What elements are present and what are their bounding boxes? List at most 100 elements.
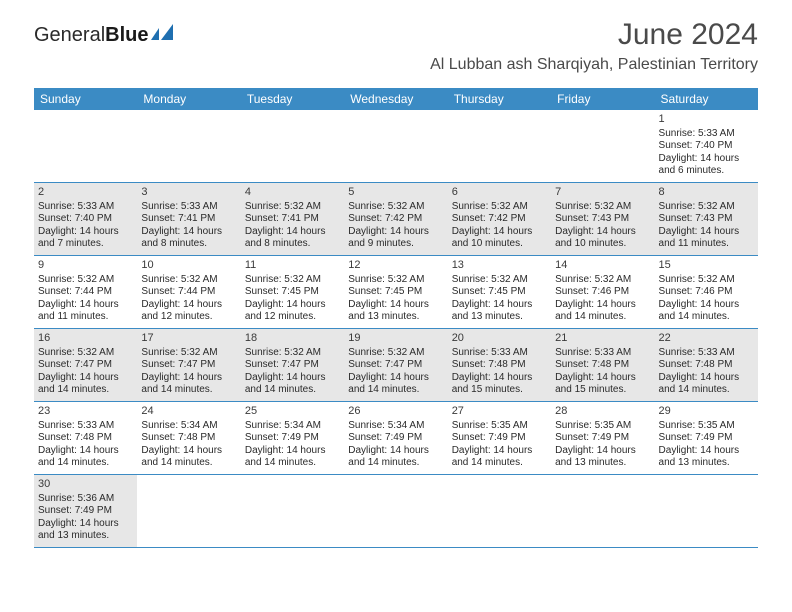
day-sunset: Sunset: 7:47 PM [38, 359, 133, 372]
brand-part2: Blue [105, 24, 148, 46]
day-cell-empty [448, 475, 551, 547]
day-number: 22 [659, 332, 754, 346]
day-number: 21 [555, 332, 650, 346]
day-cell-empty [137, 475, 240, 547]
day-daylight2: and 11 minutes. [38, 311, 133, 324]
day-cell-empty [551, 110, 654, 182]
day-cell: 13Sunrise: 5:32 AMSunset: 7:45 PMDayligh… [448, 256, 551, 328]
day-daylight1: Daylight: 14 hours [245, 445, 340, 458]
day-daylight1: Daylight: 14 hours [348, 226, 443, 239]
day-daylight1: Daylight: 14 hours [38, 518, 133, 531]
weekday-header: Tuesday [241, 88, 344, 110]
day-number: 8 [659, 186, 754, 200]
day-sunrise: Sunrise: 5:32 AM [348, 347, 443, 360]
day-cell-empty [344, 110, 447, 182]
day-daylight1: Daylight: 14 hours [659, 445, 754, 458]
day-daylight1: Daylight: 14 hours [38, 372, 133, 385]
day-sunset: Sunset: 7:44 PM [141, 286, 236, 299]
day-number: 24 [141, 405, 236, 419]
day-daylight2: and 13 minutes. [555, 457, 650, 470]
day-daylight1: Daylight: 14 hours [141, 299, 236, 312]
day-number: 26 [348, 405, 443, 419]
day-number: 18 [245, 332, 340, 346]
day-daylight1: Daylight: 14 hours [141, 372, 236, 385]
day-number: 2 [38, 186, 133, 200]
day-daylight1: Daylight: 14 hours [452, 299, 547, 312]
day-sunset: Sunset: 7:41 PM [141, 213, 236, 226]
day-sunset: Sunset: 7:47 PM [141, 359, 236, 372]
day-number: 28 [555, 405, 650, 419]
day-sunrise: Sunrise: 5:33 AM [38, 420, 133, 433]
day-cell: 2Sunrise: 5:33 AMSunset: 7:40 PMDaylight… [34, 183, 137, 255]
day-daylight1: Daylight: 14 hours [348, 445, 443, 458]
day-sunrise: Sunrise: 5:33 AM [555, 347, 650, 360]
weekday-header: Wednesday [344, 88, 447, 110]
day-sunrise: Sunrise: 5:35 AM [452, 420, 547, 433]
day-sunset: Sunset: 7:48 PM [452, 359, 547, 372]
day-cell: 26Sunrise: 5:34 AMSunset: 7:49 PMDayligh… [344, 402, 447, 474]
day-sunrise: Sunrise: 5:32 AM [659, 274, 754, 287]
weekday-header: Saturday [655, 88, 758, 110]
day-sunrise: Sunrise: 5:34 AM [141, 420, 236, 433]
day-daylight2: and 12 minutes. [245, 311, 340, 324]
brand-text: GeneralBlue [34, 24, 149, 47]
day-sunset: Sunset: 7:48 PM [38, 432, 133, 445]
day-cell: 24Sunrise: 5:34 AMSunset: 7:48 PMDayligh… [137, 402, 240, 474]
day-daylight2: and 10 minutes. [555, 238, 650, 251]
weeks-container: 1Sunrise: 5:33 AMSunset: 7:40 PMDaylight… [34, 110, 758, 548]
month-title: June 2024 [430, 18, 758, 52]
day-cell: 7Sunrise: 5:32 AMSunset: 7:43 PMDaylight… [551, 183, 654, 255]
day-cell: 22Sunrise: 5:33 AMSunset: 7:48 PMDayligh… [655, 329, 758, 401]
day-daylight1: Daylight: 14 hours [659, 153, 754, 166]
day-sunset: Sunset: 7:41 PM [245, 213, 340, 226]
day-cell-empty [344, 475, 447, 547]
day-sunrise: Sunrise: 5:35 AM [659, 420, 754, 433]
day-daylight1: Daylight: 14 hours [452, 372, 547, 385]
day-daylight1: Daylight: 14 hours [452, 445, 547, 458]
day-sunrise: Sunrise: 5:32 AM [245, 347, 340, 360]
day-number: 13 [452, 259, 547, 273]
day-sunset: Sunset: 7:49 PM [38, 505, 133, 518]
day-sunrise: Sunrise: 5:34 AM [348, 420, 443, 433]
day-sunset: Sunset: 7:45 PM [452, 286, 547, 299]
day-sunset: Sunset: 7:49 PM [452, 432, 547, 445]
day-daylight1: Daylight: 14 hours [38, 226, 133, 239]
brand-part1: General [34, 24, 105, 46]
day-cell: 19Sunrise: 5:32 AMSunset: 7:47 PMDayligh… [344, 329, 447, 401]
brand-flag-icon [151, 24, 177, 47]
day-daylight2: and 15 minutes. [555, 384, 650, 397]
day-sunrise: Sunrise: 5:33 AM [141, 201, 236, 214]
day-number: 11 [245, 259, 340, 273]
day-cell: 14Sunrise: 5:32 AMSunset: 7:46 PMDayligh… [551, 256, 654, 328]
day-daylight2: and 14 minutes. [38, 384, 133, 397]
day-cell-empty [551, 475, 654, 547]
day-daylight2: and 8 minutes. [141, 238, 236, 251]
day-cell: 21Sunrise: 5:33 AMSunset: 7:48 PMDayligh… [551, 329, 654, 401]
day-number: 5 [348, 186, 443, 200]
day-sunrise: Sunrise: 5:34 AM [245, 420, 340, 433]
day-sunset: Sunset: 7:47 PM [348, 359, 443, 372]
day-cell-empty [241, 110, 344, 182]
day-cell: 4Sunrise: 5:32 AMSunset: 7:41 PMDaylight… [241, 183, 344, 255]
day-sunset: Sunset: 7:48 PM [555, 359, 650, 372]
day-sunrise: Sunrise: 5:32 AM [348, 274, 443, 287]
day-daylight2: and 12 minutes. [141, 311, 236, 324]
day-number: 14 [555, 259, 650, 273]
day-cell: 29Sunrise: 5:35 AMSunset: 7:49 PMDayligh… [655, 402, 758, 474]
title-block: June 2024 Al Lubban ash Sharqiyah, Pales… [430, 18, 758, 74]
day-daylight2: and 13 minutes. [38, 530, 133, 543]
week-row: 23Sunrise: 5:33 AMSunset: 7:48 PMDayligh… [34, 402, 758, 475]
week-row: 9Sunrise: 5:32 AMSunset: 7:44 PMDaylight… [34, 256, 758, 329]
day-number: 1 [659, 113, 754, 127]
day-daylight1: Daylight: 14 hours [555, 445, 650, 458]
day-sunset: Sunset: 7:48 PM [659, 359, 754, 372]
day-number: 15 [659, 259, 754, 273]
day-sunrise: Sunrise: 5:35 AM [555, 420, 650, 433]
day-sunset: Sunset: 7:49 PM [555, 432, 650, 445]
day-number: 3 [141, 186, 236, 200]
day-sunset: Sunset: 7:42 PM [452, 213, 547, 226]
location: Al Lubban ash Sharqiyah, Palestinian Ter… [430, 56, 758, 74]
day-cell-empty [137, 110, 240, 182]
day-sunset: Sunset: 7:40 PM [38, 213, 133, 226]
day-sunset: Sunset: 7:45 PM [348, 286, 443, 299]
